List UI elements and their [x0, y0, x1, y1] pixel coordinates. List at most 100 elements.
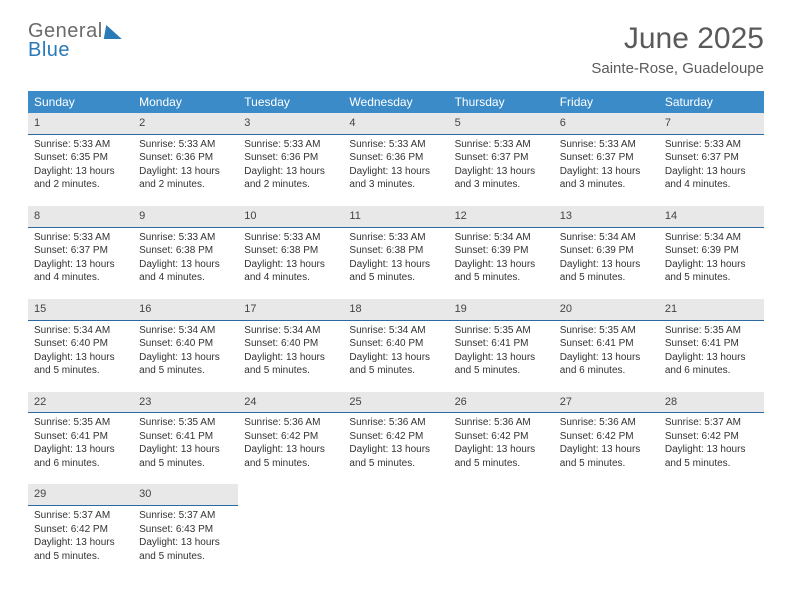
day-cell: 12Sunrise: 5:34 AMSunset: 6:39 PMDayligh… — [449, 206, 554, 289]
day-number: 2 — [133, 113, 238, 135]
day-d1-text: Daylight: 13 hours — [34, 443, 127, 457]
day-sunset-text: Sunset: 6:39 PM — [665, 244, 758, 258]
day-content: Sunrise: 5:35 AMSunset: 6:41 PMDaylight:… — [28, 413, 133, 474]
day-d2-text: and 5 minutes. — [349, 364, 442, 378]
week-row: 1Sunrise: 5:33 AMSunset: 6:35 PMDaylight… — [28, 113, 764, 196]
day-cell: 13Sunrise: 5:34 AMSunset: 6:39 PMDayligh… — [554, 206, 659, 289]
day-sunset-text: Sunset: 6:41 PM — [139, 430, 232, 444]
logo-triangle-icon — [103, 25, 123, 39]
day-cell: 22Sunrise: 5:35 AMSunset: 6:41 PMDayligh… — [28, 392, 133, 475]
day-cell: 15Sunrise: 5:34 AMSunset: 6:40 PMDayligh… — [28, 299, 133, 382]
logo-word-blue: Blue — [28, 41, 123, 60]
day-d1-text: Daylight: 13 hours — [34, 258, 127, 272]
day-sunrise-text: Sunrise: 5:34 AM — [455, 231, 548, 245]
day-number: 8 — [28, 206, 133, 228]
day-d2-text: and 6 minutes. — [665, 364, 758, 378]
day-number: 23 — [133, 392, 238, 414]
day-sunset-text: Sunset: 6:37 PM — [560, 151, 653, 165]
day-d2-text: and 4 minutes. — [34, 271, 127, 285]
day-sunset-text: Sunset: 6:42 PM — [665, 430, 758, 444]
day-sunset-text: Sunset: 6:41 PM — [34, 430, 127, 444]
day-number: 10 — [238, 206, 343, 228]
day-sunrise-text: Sunrise: 5:33 AM — [665, 138, 758, 152]
day-cell: 21Sunrise: 5:35 AMSunset: 6:41 PMDayligh… — [659, 299, 764, 382]
day-sunset-text: Sunset: 6:38 PM — [244, 244, 337, 258]
day-sunset-text: Sunset: 6:40 PM — [244, 337, 337, 351]
day-sunset-text: Sunset: 6:36 PM — [244, 151, 337, 165]
day-headers-row: Sunday Monday Tuesday Wednesday Thursday… — [28, 91, 764, 113]
day-number: 5 — [449, 113, 554, 135]
day-content: Sunrise: 5:36 AMSunset: 6:42 PMDaylight:… — [554, 413, 659, 474]
day-d2-text: and 5 minutes. — [139, 550, 232, 564]
day-d2-text: and 5 minutes. — [560, 457, 653, 471]
day-sunrise-text: Sunrise: 5:33 AM — [244, 138, 337, 152]
day-number: 27 — [554, 392, 659, 414]
day-content: Sunrise: 5:35 AMSunset: 6:41 PMDaylight:… — [554, 321, 659, 382]
calendar-page: General Blue June 2025 Sainte-Rose, Guad… — [0, 0, 792, 567]
day-d1-text: Daylight: 13 hours — [139, 443, 232, 457]
day-number: 30 — [133, 484, 238, 506]
day-sunset-text: Sunset: 6:39 PM — [560, 244, 653, 258]
day-header-wed: Wednesday — [343, 91, 448, 113]
day-content: Sunrise: 5:35 AMSunset: 6:41 PMDaylight:… — [659, 321, 764, 382]
day-content: Sunrise: 5:33 AMSunset: 6:35 PMDaylight:… — [28, 135, 133, 196]
day-sunrise-text: Sunrise: 5:33 AM — [349, 138, 442, 152]
day-content: Sunrise: 5:33 AMSunset: 6:37 PMDaylight:… — [659, 135, 764, 196]
day-d1-text: Daylight: 13 hours — [349, 351, 442, 365]
day-content: Sunrise: 5:33 AMSunset: 6:38 PMDaylight:… — [343, 228, 448, 289]
day-sunrise-text: Sunrise: 5:33 AM — [349, 231, 442, 245]
day-d2-text: and 5 minutes. — [665, 457, 758, 471]
day-number: 9 — [133, 206, 238, 228]
day-sunset-text: Sunset: 6:38 PM — [139, 244, 232, 258]
day-sunrise-text: Sunrise: 5:35 AM — [665, 324, 758, 338]
day-sunset-text: Sunset: 6:36 PM — [349, 151, 442, 165]
day-sunset-text: Sunset: 6:39 PM — [455, 244, 548, 258]
day-number: 3 — [238, 113, 343, 135]
day-d1-text: Daylight: 13 hours — [139, 165, 232, 179]
day-content: Sunrise: 5:34 AMSunset: 6:40 PMDaylight:… — [133, 321, 238, 382]
day-header-thu: Thursday — [449, 91, 554, 113]
day-d2-text: and 4 minutes. — [139, 271, 232, 285]
day-cell: 2Sunrise: 5:33 AMSunset: 6:36 PMDaylight… — [133, 113, 238, 196]
day-d1-text: Daylight: 13 hours — [560, 443, 653, 457]
weeks-container: 1Sunrise: 5:33 AMSunset: 6:35 PMDaylight… — [28, 113, 764, 567]
day-d2-text: and 5 minutes. — [455, 271, 548, 285]
day-number: 6 — [554, 113, 659, 135]
day-sunset-text: Sunset: 6:42 PM — [244, 430, 337, 444]
day-d2-text: and 5 minutes. — [139, 364, 232, 378]
day-d1-text: Daylight: 13 hours — [34, 536, 127, 550]
day-d1-text: Daylight: 13 hours — [349, 165, 442, 179]
day-cell: 20Sunrise: 5:35 AMSunset: 6:41 PMDayligh… — [554, 299, 659, 382]
day-number: 4 — [343, 113, 448, 135]
day-d1-text: Daylight: 13 hours — [244, 351, 337, 365]
day-content: Sunrise: 5:36 AMSunset: 6:42 PMDaylight:… — [238, 413, 343, 474]
day-d2-text: and 6 minutes. — [34, 457, 127, 471]
day-d2-text: and 2 minutes. — [139, 178, 232, 192]
day-sunrise-text: Sunrise: 5:35 AM — [139, 416, 232, 430]
day-sunrise-text: Sunrise: 5:36 AM — [455, 416, 548, 430]
day-cell — [449, 484, 554, 567]
day-sunset-text: Sunset: 6:38 PM — [349, 244, 442, 258]
day-d1-text: Daylight: 13 hours — [560, 351, 653, 365]
day-sunset-text: Sunset: 6:37 PM — [455, 151, 548, 165]
day-sunrise-text: Sunrise: 5:36 AM — [560, 416, 653, 430]
day-cell: 29Sunrise: 5:37 AMSunset: 6:42 PMDayligh… — [28, 484, 133, 567]
day-d2-text: and 3 minutes. — [349, 178, 442, 192]
day-d2-text: and 5 minutes. — [34, 550, 127, 564]
day-cell: 7Sunrise: 5:33 AMSunset: 6:37 PMDaylight… — [659, 113, 764, 196]
day-number: 19 — [449, 299, 554, 321]
day-d2-text: and 5 minutes. — [349, 457, 442, 471]
day-sunrise-text: Sunrise: 5:35 AM — [455, 324, 548, 338]
day-number: 18 — [343, 299, 448, 321]
day-number: 29 — [28, 484, 133, 506]
day-number: 7 — [659, 113, 764, 135]
day-d1-text: Daylight: 13 hours — [560, 258, 653, 272]
day-content: Sunrise: 5:33 AMSunset: 6:38 PMDaylight:… — [133, 228, 238, 289]
day-sunset-text: Sunset: 6:41 PM — [560, 337, 653, 351]
day-sunset-text: Sunset: 6:40 PM — [34, 337, 127, 351]
day-content: Sunrise: 5:33 AMSunset: 6:37 PMDaylight:… — [554, 135, 659, 196]
day-sunrise-text: Sunrise: 5:33 AM — [560, 138, 653, 152]
day-sunset-text: Sunset: 6:37 PM — [665, 151, 758, 165]
title-block: June 2025 Sainte-Rose, Guadeloupe — [591, 22, 764, 77]
day-sunrise-text: Sunrise: 5:35 AM — [560, 324, 653, 338]
